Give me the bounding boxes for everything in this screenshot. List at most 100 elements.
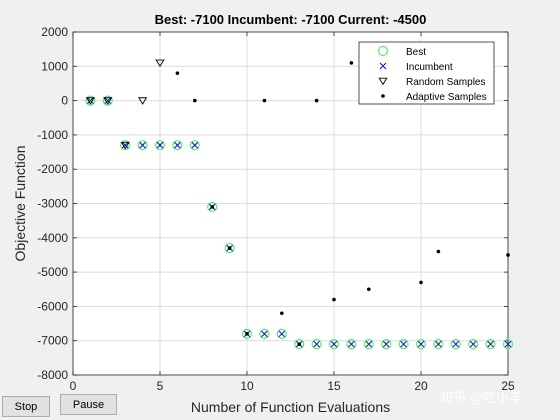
best-point: [259, 328, 270, 339]
legend-incumbent-marker: [379, 62, 387, 70]
best-point: [276, 328, 287, 339]
best-point: [154, 140, 166, 151]
incumbent-point: [382, 340, 390, 348]
y-tick-label: -1000: [37, 128, 68, 142]
y-tick-label: -2000: [37, 162, 68, 176]
incumbent-point: [104, 97, 112, 104]
best-point: [172, 140, 183, 151]
best-point: [450, 339, 461, 350]
adaptive-sample-point: [436, 249, 441, 254]
stop-button[interactable]: Stop: [2, 396, 50, 417]
adaptive-sample-point: [349, 61, 354, 65]
x-axis-label: Number of Function Evaluations: [191, 399, 390, 415]
incumbent-point: [330, 340, 338, 348]
x-tick-label: 20: [414, 379, 428, 393]
best-point: [502, 339, 514, 350]
legend-incumbent-label: Incumbent: [406, 62, 453, 73]
y-tick-label: 2000: [41, 25, 68, 39]
incumbent-point: [504, 340, 512, 348]
adaptive-sample-point: [314, 98, 319, 103]
best-point: [207, 201, 218, 213]
adaptive-sample-point: [227, 246, 232, 250]
incumbent-point: [121, 141, 129, 149]
incumbent-point: [156, 141, 164, 149]
y-tick-label: -3000: [37, 197, 68, 211]
adaptive-sample-point: [175, 71, 180, 75]
pause-button[interactable]: Pause: [60, 394, 117, 415]
incumbent-point: [400, 340, 407, 348]
random-sample-point: [85, 97, 95, 105]
best-point: [189, 140, 200, 151]
incumbent-point: [278, 330, 286, 338]
random-sample-point: [155, 59, 165, 68]
best-point: [363, 339, 374, 350]
best-point: [311, 339, 322, 350]
incumbent-point: [191, 141, 199, 149]
best-point: [433, 339, 444, 350]
chart-title: Best: -7100 Incumbent: -7100 Current: -4…: [155, 12, 427, 27]
legend-adaptive-sample-label: Adaptive Samples: [406, 92, 487, 103]
incumbent-point: [348, 340, 355, 348]
x-tick-label: 5: [157, 379, 164, 393]
adaptive-sample-point: [332, 297, 336, 302]
adaptive-sample-point: [280, 311, 284, 316]
adaptive-sample-point: [367, 287, 371, 292]
y-tick-label: 1000: [41, 59, 68, 73]
random-sample-point: [138, 97, 148, 105]
series-best: [85, 95, 514, 350]
y-axis-label: Objective Function: [12, 146, 28, 262]
legend-box: [358, 41, 495, 105]
best-point: [102, 95, 113, 106]
incumbent-point: [435, 340, 442, 348]
best-point: [485, 339, 496, 350]
series-incumbent: [87, 97, 512, 348]
best-point: [85, 95, 96, 106]
incumbent-point: [87, 97, 94, 104]
best-point: [137, 140, 148, 151]
best-point: [468, 339, 479, 350]
legend-random-sample-marker: [378, 77, 388, 86]
series-adaptive-sample: [175, 61, 510, 346]
adaptive-sample-point: [210, 205, 214, 209]
adaptive-sample-point: [193, 98, 197, 103]
x-tick-label: 0: [70, 379, 77, 393]
series-random-sample: [85, 59, 165, 150]
best-point: [224, 242, 235, 254]
adaptive-sample-point: [419, 280, 423, 285]
adaptive-sample-point: [245, 332, 249, 336]
random-sample-point: [120, 141, 130, 150]
incumbent-point: [487, 340, 494, 348]
legend: Best Incumbent Random Samples Adaptive Samp…: [358, 41, 495, 105]
best-point: [120, 140, 131, 151]
watermark: 知乎 @吃小羊: [440, 391, 523, 406]
random-sample-point: [103, 97, 113, 105]
best-point: [294, 339, 305, 350]
legend-best-label: Best: [406, 47, 426, 58]
adaptive-sample-point: [262, 98, 267, 103]
adaptive-sample-point: [297, 342, 302, 346]
best-point: [346, 339, 357, 350]
best-point: [398, 339, 409, 350]
y-tick-label: -4000: [37, 231, 68, 245]
incumbent-point: [261, 330, 268, 338]
y-tick-label: -8000: [37, 368, 68, 382]
incumbent-point: [313, 340, 320, 348]
legend-random-sample-label: Random Samples: [406, 77, 485, 88]
grid: [72, 31, 509, 376]
incumbent-point: [139, 141, 146, 149]
x-tick-label: 25: [501, 379, 515, 393]
incumbent-point: [417, 340, 425, 348]
best-point: [328, 339, 340, 350]
x-tick-label: 10: [240, 379, 254, 393]
best-point: [381, 339, 392, 350]
best-point: [241, 328, 253, 339]
incumbent-point: [365, 340, 373, 348]
legend-best-marker: [377, 45, 389, 57]
x-tick-label: 15: [327, 379, 341, 393]
legend-adaptive-sample-marker: [381, 94, 385, 98]
y-tick-label: -7000: [37, 334, 68, 348]
incumbent-point: [469, 340, 477, 348]
incumbent-point: [452, 340, 460, 348]
incumbent-point: [174, 141, 181, 149]
